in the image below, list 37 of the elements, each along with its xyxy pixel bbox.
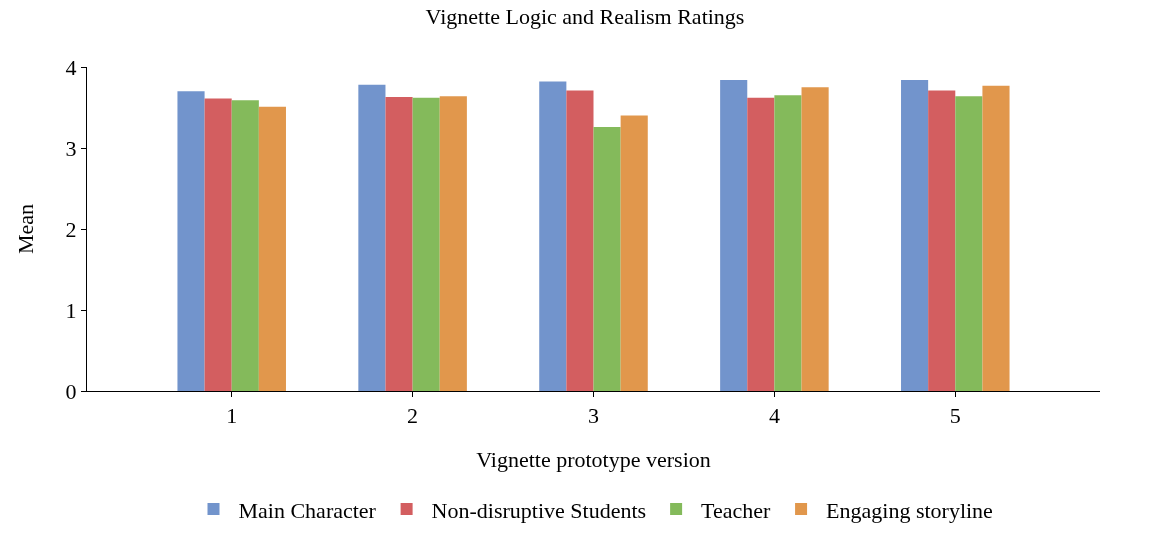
y-axis-title: Mean xyxy=(13,203,38,255)
x-tick-label: 3 xyxy=(588,403,599,429)
bar xyxy=(774,95,802,391)
bar xyxy=(901,79,929,391)
x-tick-label: 5 xyxy=(949,403,961,429)
y-tick-label: 0 xyxy=(65,378,77,404)
legend-label: Teacher xyxy=(701,497,772,523)
x-tick-label: 2 xyxy=(407,403,419,429)
chart-title: Vignette Logic and Realism Ratings xyxy=(425,3,745,29)
bar xyxy=(539,81,567,391)
y-tick-label: 3 xyxy=(65,135,77,161)
x-tick-label: 1 xyxy=(226,403,238,429)
bar xyxy=(231,100,259,391)
y-tick-label: 2 xyxy=(65,216,77,242)
bar xyxy=(385,96,413,391)
bar xyxy=(982,85,1010,391)
bar xyxy=(412,97,440,391)
bar xyxy=(747,97,775,391)
x-tick-label: 4 xyxy=(768,403,780,429)
bar xyxy=(955,96,983,391)
bar xyxy=(720,79,748,391)
bar xyxy=(801,87,829,391)
y-tick-label: 1 xyxy=(65,297,77,323)
y-tick-label: 4 xyxy=(65,54,77,80)
bar xyxy=(258,106,286,391)
legend-label: Non-disruptive Students xyxy=(431,497,647,523)
bar xyxy=(928,90,956,391)
bar xyxy=(593,126,621,391)
bar xyxy=(204,98,232,391)
bar xyxy=(177,91,205,391)
legend-label: Engaging storyline xyxy=(826,497,993,523)
legend-label: Main Character xyxy=(238,497,377,523)
bar xyxy=(358,84,386,391)
bar xyxy=(439,96,467,391)
bar xyxy=(566,90,594,391)
bar xyxy=(620,115,648,391)
x-axis-title: Vignette prototype version xyxy=(476,447,711,472)
